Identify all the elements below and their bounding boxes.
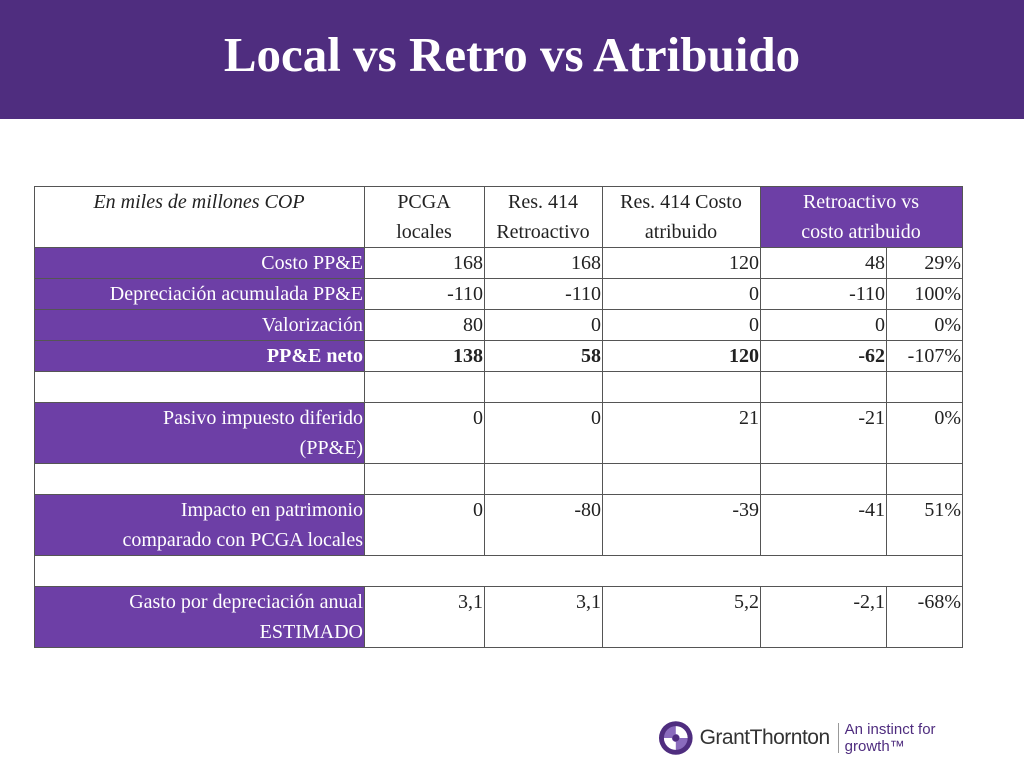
cell-value: 5,2 <box>602 586 761 648</box>
cell-percent: 100% <box>886 278 963 310</box>
cell-value: 3,1 <box>364 586 485 648</box>
cell-value: 0 <box>760 309 887 341</box>
cell-value: -110 <box>760 278 887 310</box>
table-row-depreciacion: Depreciación acumulada PP&E -110 -110 0 … <box>34 278 963 310</box>
cell-percent: 0% <box>886 402 963 464</box>
cell-value: 21 <box>602 402 761 464</box>
header-row: En miles de millones COP PCGA locales Res… <box>34 186 963 248</box>
header-costo-atribuido: Res. 414 Costo atribuido <box>602 186 761 248</box>
grant-thornton-logo: GrantThornton An instinct for growth™ <box>658 718 998 758</box>
cell-value: 0 <box>602 278 761 310</box>
cell-value: 168 <box>484 247 603 279</box>
logo-divider <box>837 723 839 753</box>
cell-value: 80 <box>364 309 485 341</box>
row-label: Depreciación acumulada PP&E <box>34 278 365 310</box>
slide-title: Local vs Retro vs Atribuido <box>223 27 801 82</box>
logo-wordmark: GrantThornton <box>699 726 831 749</box>
table-row-impacto: Impacto en patrimonio comparado con PCGA … <box>34 494 963 556</box>
spacer-row <box>34 555 963 587</box>
unit-label: En miles de millones COP <box>34 186 365 248</box>
title-banner <box>0 0 1024 119</box>
cell-percent: 29% <box>886 247 963 279</box>
cell-value: 0 <box>484 309 603 341</box>
cell-percent: -68% <box>886 586 963 648</box>
cell-value: -80 <box>484 494 603 556</box>
cell-percent: -107% <box>886 340 963 372</box>
cell-value: 48 <box>760 247 887 279</box>
cell-value: -62 <box>760 340 887 372</box>
table-row-gasto: Gasto por depreciación anual ESTIMADO 3,1… <box>34 586 963 648</box>
cell-value: 0 <box>484 402 603 464</box>
grant-thornton-mark-icon <box>658 721 693 755</box>
table-row-pasivo: Pasivo impuesto diferido (PP&E) 0 0 21 -2… <box>34 402 963 464</box>
row-label: PP&E neto <box>34 340 365 372</box>
cell-percent: 0% <box>886 309 963 341</box>
cell-value: -110 <box>484 278 603 310</box>
header-pcga-locales: PCGA locales <box>364 186 485 248</box>
row-label: Impacto en patrimonio comparado con PCGA … <box>34 494 365 556</box>
header-retroactivo-vs-costo: Retroactivo vs costo atribuido <box>760 186 963 248</box>
cell-value: 0 <box>602 309 761 341</box>
table-row-neto: PP&E neto 138 58 120 -62 -107% <box>34 340 963 372</box>
cell-value: -41 <box>760 494 887 556</box>
cell-value: 138 <box>364 340 485 372</box>
cell-value: 120 <box>602 247 761 279</box>
cell-value: -39 <box>602 494 761 556</box>
cell-value: 168 <box>364 247 485 279</box>
cell-value: -2,1 <box>760 586 887 648</box>
row-label: Costo PP&E <box>34 247 365 279</box>
cell-value: 3,1 <box>484 586 603 648</box>
cell-percent: 51% <box>886 494 963 556</box>
cell-value: -110 <box>364 278 485 310</box>
row-label: Gasto por depreciación anual ESTIMADO <box>34 586 365 648</box>
table-row-costo: Costo PP&E 168 168 120 48 29% <box>34 247 963 279</box>
row-label: Valorización <box>34 309 365 341</box>
cell-value: 0 <box>364 402 485 464</box>
comparison-table: En miles de millones COP PCGA locales Res… <box>34 186 963 648</box>
blank-row <box>34 371 963 403</box>
cell-value: 58 <box>484 340 603 372</box>
header-retroactivo: Res. 414 Retroactivo <box>484 186 603 248</box>
cell-value: -21 <box>760 402 887 464</box>
cell-value: 120 <box>602 340 761 372</box>
table-row-valorizacion: Valorización 80 0 0 0 0% <box>34 309 963 341</box>
cell-value: 0 <box>364 494 485 556</box>
blank-row <box>34 463 963 495</box>
row-label: Pasivo impuesto diferido (PP&E) <box>34 402 365 464</box>
logo-tagline: An instinct for growth™ <box>844 721 936 755</box>
